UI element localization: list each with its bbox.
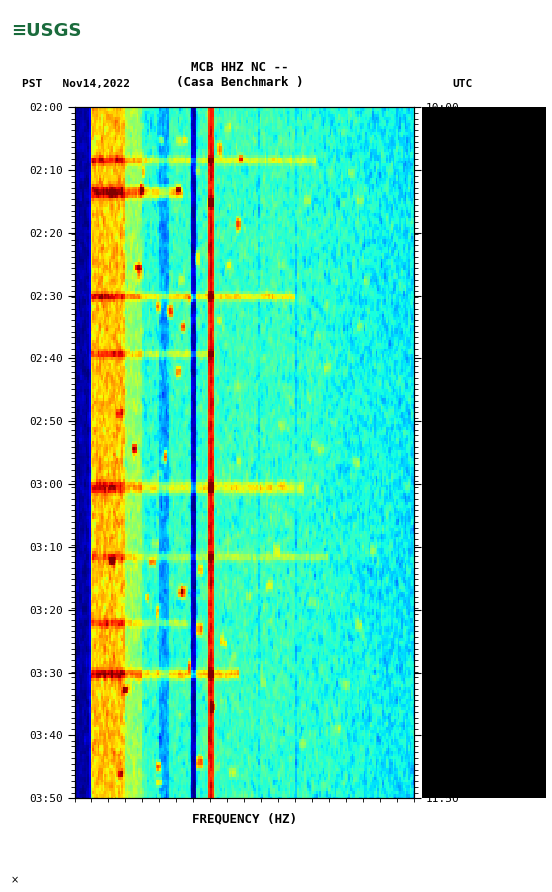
Text: PST   Nov14,2022: PST Nov14,2022 xyxy=(22,79,130,89)
Text: ×: × xyxy=(11,875,19,885)
Text: UTC: UTC xyxy=(453,79,473,89)
Text: (Casa Benchmark ): (Casa Benchmark ) xyxy=(177,76,304,89)
X-axis label: FREQUENCY (HZ): FREQUENCY (HZ) xyxy=(192,813,297,826)
Text: MCB HHZ NC --: MCB HHZ NC -- xyxy=(192,61,289,74)
Text: ≡USGS: ≡USGS xyxy=(11,22,82,40)
